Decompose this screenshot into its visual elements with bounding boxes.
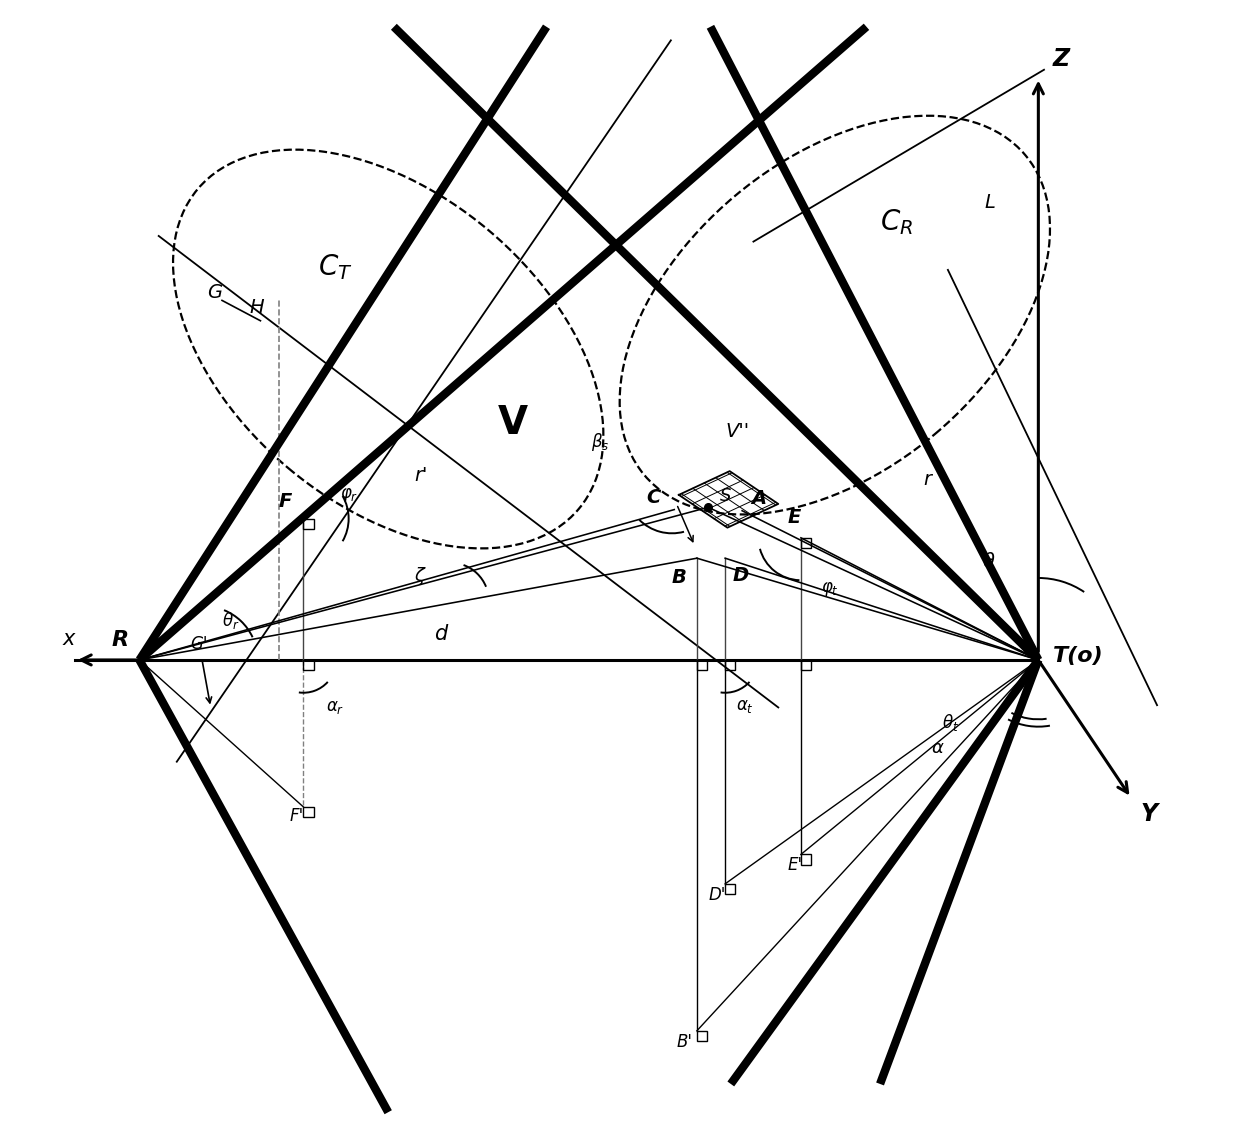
Text: $C_R$: $C_R$: [880, 207, 914, 237]
Text: $\alpha_t$: $\alpha_t$: [737, 697, 754, 714]
Text: $\varphi_t$: $\varphi_t$: [821, 580, 839, 598]
Text: F: F: [279, 492, 291, 511]
Text: $\alpha_r$: $\alpha_r$: [326, 698, 345, 715]
Text: E': E': [787, 857, 802, 875]
Text: $\zeta$: $\zeta$: [414, 565, 427, 587]
Text: G': G': [191, 634, 208, 653]
Text: F': F': [290, 806, 304, 825]
Text: B': B': [677, 1033, 692, 1050]
Text: L: L: [985, 192, 994, 212]
Text: $\alpha$: $\alpha$: [931, 739, 945, 756]
Text: D': D': [708, 886, 725, 903]
Text: $C_T$: $C_T$: [317, 253, 352, 282]
Text: B: B: [672, 568, 687, 587]
Text: $\theta_r$: $\theta_r$: [222, 611, 239, 631]
Text: d: d: [434, 623, 448, 644]
Text: r': r': [414, 466, 428, 485]
Text: D: D: [733, 566, 749, 584]
Text: H: H: [249, 297, 264, 317]
Text: E: E: [787, 508, 801, 527]
Text: Y: Y: [1141, 802, 1158, 826]
Text: V: V: [497, 404, 528, 442]
Text: G: G: [207, 284, 222, 302]
Text: R: R: [112, 630, 128, 650]
Text: A: A: [751, 489, 766, 508]
Text: $\varphi_r$: $\varphi_r$: [340, 486, 358, 505]
Text: T(o): T(o): [1053, 646, 1104, 666]
Text: $\theta$: $\theta$: [982, 552, 996, 572]
Text: r: r: [923, 469, 931, 489]
Text: V'': V'': [725, 423, 749, 441]
Text: $\beta_s$: $\beta_s$: [590, 432, 609, 453]
Text: Z: Z: [1053, 48, 1070, 72]
Text: $\theta_t$: $\theta_t$: [942, 712, 960, 732]
Text: S: S: [719, 486, 730, 505]
Text: C: C: [646, 487, 660, 507]
Text: x: x: [62, 629, 74, 649]
